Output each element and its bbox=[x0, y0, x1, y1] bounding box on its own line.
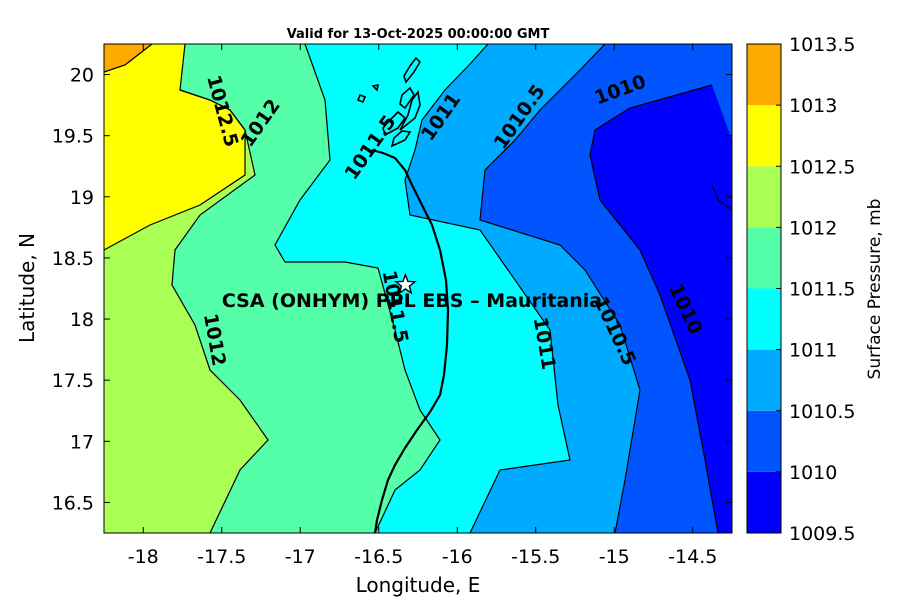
y-tick-label: 17.5 bbox=[52, 370, 94, 392]
site-label: CSA (ONHYM) PPL EBS – Mauritania bbox=[222, 290, 602, 312]
y-axis-ticks: 16.5 17 17.5 18 18.5 19 19.5 20 bbox=[52, 65, 732, 514]
x-tick-label: -18 bbox=[128, 546, 159, 568]
x-tick-label: -15 bbox=[599, 546, 630, 568]
colorbar-tick-label: 1013.5 bbox=[789, 34, 855, 56]
colorbar-tick-label: 1011 bbox=[789, 340, 837, 362]
colorbar-swatch bbox=[747, 288, 781, 350]
pressure-field bbox=[104, 44, 732, 533]
contour-lines bbox=[104, 44, 732, 533]
colorbar-tick-label: 1009.5 bbox=[789, 523, 855, 545]
colorbar-swatch bbox=[747, 227, 781, 289]
x-axis-label: Longitude, E bbox=[356, 573, 481, 597]
colorbar-tick-label: 1013 bbox=[789, 95, 837, 117]
x-axis-ticks: -18 -17.5 -17 -16.5 -16 -15.5 -15 -14.5 bbox=[128, 44, 717, 568]
x-tick-label: -15.5 bbox=[511, 546, 560, 568]
x-tick-label: -17.5 bbox=[197, 546, 246, 568]
band-1013-1013.5 bbox=[104, 44, 152, 72]
x-tick-label: -14.5 bbox=[668, 546, 717, 568]
plot-frame bbox=[103, 43, 733, 534]
colorbar-tick-label: 1012.5 bbox=[789, 156, 855, 178]
star-icon bbox=[394, 272, 417, 295]
colorbar-tick-label: 1010 bbox=[789, 462, 837, 484]
x-tick-label: -16.5 bbox=[354, 546, 403, 568]
y-tick-label: 18 bbox=[70, 309, 94, 331]
colorbar-tick-label: 1011.5 bbox=[789, 279, 855, 301]
colorbar-tick-label: 1010.5 bbox=[789, 401, 855, 423]
colorbar: 1009.5 1010 1010.5 1011 1011.5 1012 1012.5 1013… bbox=[746, 34, 855, 545]
y-tick-label: 16.5 bbox=[52, 492, 94, 514]
y-tick-label: 18.5 bbox=[52, 248, 94, 270]
y-tick-label: 17 bbox=[70, 431, 94, 453]
colorbar-tick-label: 1012 bbox=[789, 217, 837, 239]
colorbar-swatch bbox=[747, 471, 781, 533]
chart-title: Valid for 13-Oct-2025 00:00:00 GMT bbox=[287, 27, 550, 42]
colorbar-swatch bbox=[747, 410, 781, 472]
colorbar-swatch bbox=[747, 44, 781, 106]
y-tick-label: 19 bbox=[70, 187, 94, 209]
band-1009.5-1010 bbox=[590, 85, 732, 533]
coastline bbox=[371, 148, 450, 533]
colorbar-swatch bbox=[747, 105, 781, 167]
x-tick-label: -16 bbox=[442, 546, 473, 568]
y-tick-label: 19.5 bbox=[52, 126, 94, 148]
colorbar-label: Surface Pressure, mb bbox=[865, 199, 885, 380]
y-tick-label: 20 bbox=[70, 65, 94, 87]
site-star bbox=[394, 272, 417, 295]
islands bbox=[356, 56, 422, 148]
colorbar-swatch bbox=[747, 349, 781, 411]
x-tick-label: -17 bbox=[285, 546, 316, 568]
colorbar-swatch bbox=[747, 166, 781, 228]
y-axis-label: Latitude, N bbox=[15, 233, 39, 343]
